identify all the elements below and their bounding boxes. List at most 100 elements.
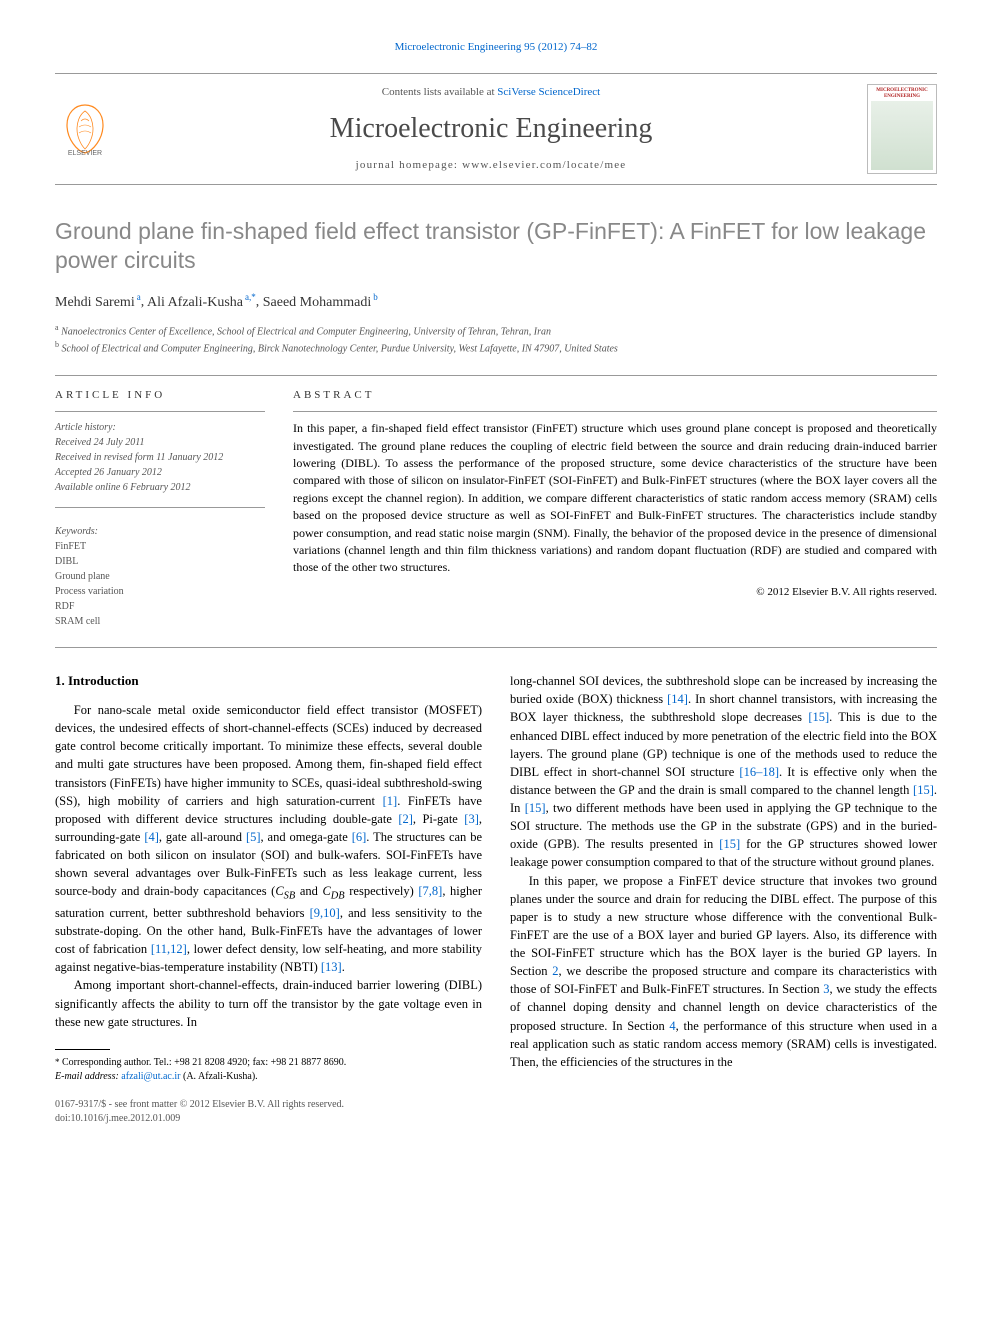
author-2[interactable]: Ali Afzali-Kusha [147, 295, 243, 310]
page: Microelectronic Engineering 95 (2012) 74… [0, 0, 992, 1166]
corresponding-email[interactable]: afzali@ut.ac.ir [121, 1071, 180, 1082]
author-1-affil: a [137, 292, 141, 302]
issn-line: 0167-9317/$ - see front matter © 2012 El… [55, 1098, 482, 1112]
info-abstract-row: article info Article history: Received 2… [55, 388, 937, 629]
article-title: Ground plane fin-shaped field effect tra… [55, 217, 937, 275]
article-info: article info Article history: Received 2… [55, 388, 265, 629]
ref-15c[interactable]: [15] [525, 801, 546, 815]
history-online: Available online 6 February 2012 [55, 482, 191, 493]
ref-3[interactable]: [3] [464, 812, 479, 826]
ref-7-8[interactable]: [7,8] [418, 884, 442, 898]
var-cdb: CDB [322, 884, 344, 898]
history-received: Received 24 July 2011 [55, 437, 145, 448]
t: respectively) [345, 884, 419, 898]
journal-issue-link[interactable]: Microelectronic Engineering 95 (2012) 74… [55, 40, 937, 55]
t: , and omega-gate [261, 830, 352, 844]
cover-title: MICROELECTRONIC ENGINEERING [871, 88, 933, 99]
abstract-text: In this paper, a fin-shaped field effect… [293, 420, 937, 577]
email-label: E-mail address: [55, 1071, 121, 1082]
divider [55, 507, 265, 508]
divider [55, 375, 937, 376]
right-para-1: long-channel SOI devices, the subthresho… [510, 672, 937, 871]
author-1[interactable]: Mehdi Saremi [55, 295, 135, 310]
intro-para-2: Among important short-channel-effects, d… [55, 976, 482, 1030]
abstract-heading: abstract [293, 388, 937, 403]
divider [293, 411, 937, 412]
var-csb: CSB [275, 884, 295, 898]
divider [55, 411, 265, 412]
ref-16-18[interactable]: [16–18] [739, 765, 779, 779]
history-label: Article history: [55, 420, 265, 435]
affiliations: a Nanoelectronics Center of Excellence, … [55, 322, 937, 357]
contents-prefix: Contents lists available at [382, 86, 497, 98]
journal-cover-thumb: MICROELECTRONIC ENGINEERING [867, 84, 937, 174]
keywords-block: Keywords: FinFET DIBL Ground plane Proce… [55, 524, 265, 629]
left-column: 1. Introduction For nano-scale metal oxi… [55, 672, 482, 1126]
body-columns: 1. Introduction For nano-scale metal oxi… [55, 672, 937, 1126]
affil-text-b: School of Electrical and Computer Engine… [62, 344, 618, 355]
history-revised: Received in revised form 11 January 2012 [55, 452, 223, 463]
ref-11-12[interactable]: [11,12] [151, 942, 187, 956]
keywords-label: Keywords: [55, 524, 265, 539]
keyword-6: SRAM cell [55, 616, 100, 627]
article-history: Article history: Received 24 July 2011 R… [55, 420, 265, 495]
ref-15[interactable]: [15] [808, 710, 829, 724]
t: For nano-scale metal oxide semiconductor… [55, 703, 482, 808]
doi-line: doi:10.1016/j.mee.2012.01.009 [55, 1112, 482, 1126]
keyword-4: Process variation [55, 586, 124, 597]
right-para-2: In this paper, we propose a FinFET devic… [510, 872, 937, 1071]
email-suffix: (A. Afzali-Kusha). [180, 1071, 257, 1082]
author-2-affil: a,* [245, 292, 256, 302]
footnote-separator [55, 1049, 110, 1050]
sciencedirect-link[interactable]: SciVerse ScienceDirect [497, 86, 600, 98]
journal-header: ELSEVIER Contents lists available at Sci… [55, 73, 937, 185]
svg-text:ELSEVIER: ELSEVIER [68, 150, 102, 157]
ref-9-10[interactable]: [9,10] [310, 906, 340, 920]
author-3-affil: b [373, 292, 378, 302]
ref-15d[interactable]: [15] [719, 837, 740, 851]
t: , gate all-around [159, 830, 246, 844]
cover-art [871, 101, 933, 170]
ref-4[interactable]: [4] [144, 830, 159, 844]
t: , Pi-gate [413, 812, 464, 826]
ref-15b[interactable]: [15] [913, 783, 934, 797]
ref-14[interactable]: [14] [667, 692, 688, 706]
ref-5[interactable]: [5] [246, 830, 261, 844]
history-accepted: Accepted 26 January 2012 [55, 467, 162, 478]
affil-text-a: Nanoelectronics Center of Excellence, Sc… [61, 326, 551, 337]
header-center: Contents lists available at SciVerse Sci… [115, 85, 867, 173]
journal-name: Microelectronic Engineering [115, 109, 867, 148]
contents-lists-line: Contents lists available at SciVerse Sci… [115, 85, 867, 100]
ref-6[interactable]: [6] [352, 830, 367, 844]
t: . [342, 960, 345, 974]
ref-13[interactable]: [13] [321, 960, 342, 974]
t: In this paper, we propose a FinFET devic… [510, 874, 937, 979]
affil-sup-b: b [55, 340, 59, 349]
keyword-2: DIBL [55, 556, 78, 567]
affiliation-a: a Nanoelectronics Center of Excellence, … [55, 322, 937, 339]
ref-1[interactable]: [1] [383, 794, 398, 808]
author-3[interactable]: Saeed Mohammadi [263, 295, 371, 310]
t: and [295, 884, 322, 898]
homepage-label: journal homepage: [356, 159, 463, 171]
elsevier-logo: ELSEVIER [55, 99, 115, 159]
right-column: long-channel SOI devices, the subthresho… [510, 672, 937, 1126]
article-info-heading: article info [55, 388, 265, 403]
keyword-3: Ground plane [55, 571, 110, 582]
homepage-line: journal homepage: www.elsevier.com/locat… [115, 158, 867, 173]
affiliation-b: b School of Electrical and Computer Engi… [55, 339, 937, 356]
intro-para-1: For nano-scale metal oxide semiconductor… [55, 701, 482, 976]
homepage-url[interactable]: www.elsevier.com/locate/mee [462, 159, 626, 171]
keyword-1: FinFET [55, 541, 86, 552]
divider [55, 647, 937, 648]
ref-2[interactable]: [2] [398, 812, 413, 826]
abstract-copyright: © 2012 Elsevier B.V. All rights reserved… [293, 585, 937, 600]
section-1-title: 1. Introduction [55, 672, 482, 691]
abstract: abstract In this paper, a fin-shaped fie… [293, 388, 937, 629]
keyword-5: RDF [55, 601, 74, 612]
page-footer: 0167-9317/$ - see front matter © 2012 El… [55, 1098, 482, 1126]
footnote-text: Corresponding author. Tel.: +98 21 8208 … [60, 1057, 347, 1068]
authors-line: Mehdi Saremia, Ali Afzali-Kushaa,*, Saee… [55, 291, 937, 312]
affil-sup-a: a [55, 323, 59, 332]
corresponding-author-footnote: * Corresponding author. Tel.: +98 21 820… [55, 1056, 482, 1084]
